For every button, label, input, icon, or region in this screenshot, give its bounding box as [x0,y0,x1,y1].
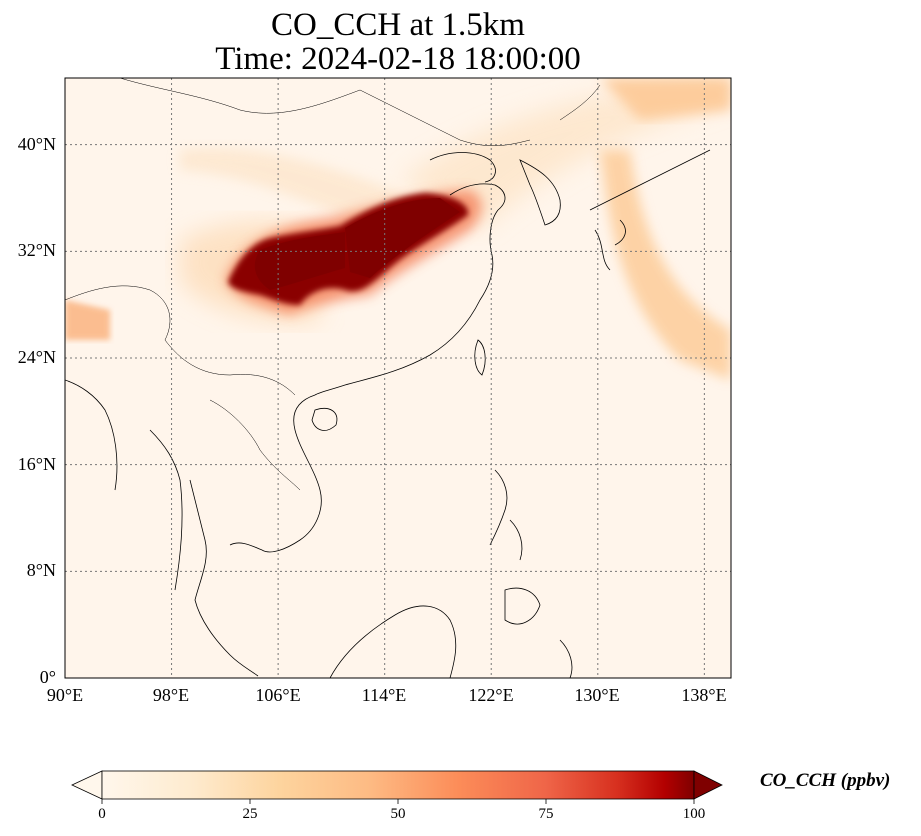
lon-tick-label: 106°E [255,685,301,705]
lat-tick-label: 24°N [17,347,56,367]
map-title-variable: CO_CCH at 1.5km [271,7,525,43]
colorbar-gradient [101,770,695,800]
colorbar [71,770,723,804]
colorbar-tick-label: 25 [242,806,258,822]
lon-tick-label: 138°E [681,685,727,705]
lon-tick-label: 130°E [574,685,620,705]
colorbar-tick-label: 75 [538,806,554,822]
map-frame [64,77,732,679]
colorbar-extend-max [693,770,723,800]
lat-tick-label: 16°N [17,454,56,474]
lat-tick-label: 32°N [17,240,56,260]
colorbar-tick-label: 50 [390,806,406,822]
colorbar-tick-label: 0 [98,806,106,822]
lat-tick-label: 0° [39,667,56,687]
coastlines [65,78,711,678]
lon-tick-label: 90°E [46,685,84,705]
lon-tick-label: 114°E [361,685,407,705]
colorbar-tick-label: 100 [682,806,706,822]
lon-tick-label: 98°E [152,685,190,705]
lat-tick-label: 8°N [26,560,56,580]
colorbar-label: CO_CCH (ppbv) [760,770,891,791]
concentration-field [65,78,731,380]
lat-tick-label: 40°N [17,134,56,154]
map-title-time: Time: 2024-02-18 18:00:00 [215,41,581,77]
lon-tick-label: 122°E [468,685,514,705]
colorbar-extend-min [71,770,103,800]
